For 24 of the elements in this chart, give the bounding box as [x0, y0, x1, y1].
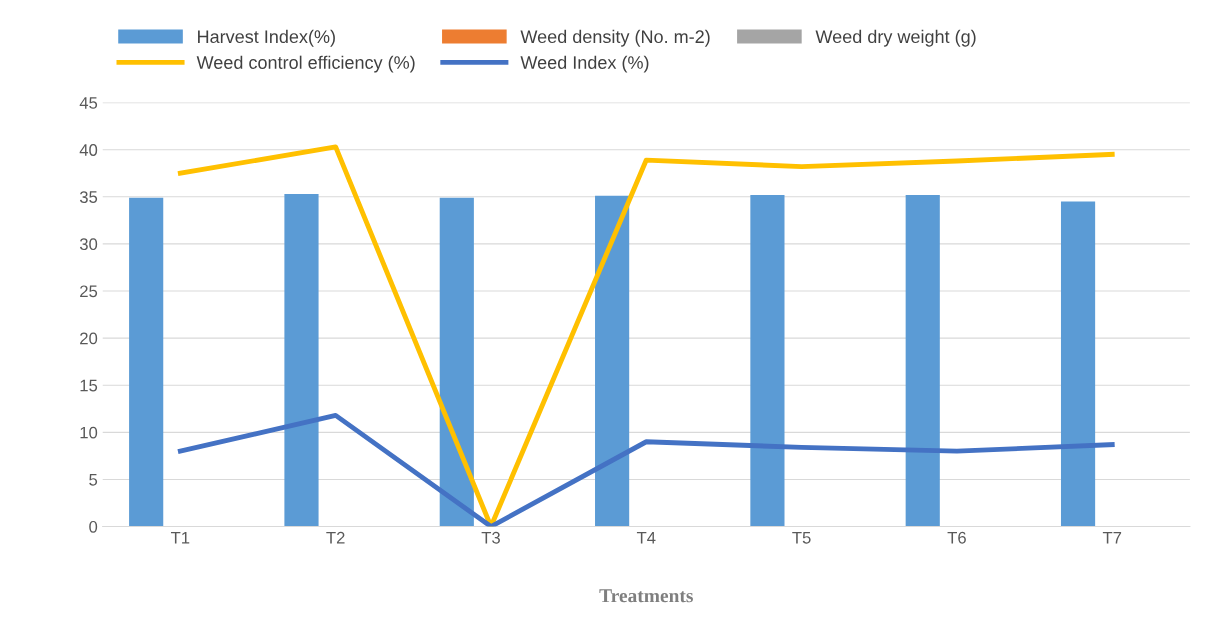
legend-label: Weed Index (%) [520, 55, 649, 73]
legend-label: Harvest Index(%) [198, 29, 335, 47]
y-tick-label: 0 [89, 520, 98, 533]
x-tick-label: T1 [170, 532, 190, 544]
legend-label: Weed control efficiency (%) [196, 55, 415, 73]
x-tick-label: T6 [947, 531, 966, 544]
y-tick-label: 35 [79, 191, 98, 203]
x-tick-label: T3 [481, 531, 500, 544]
x-tick-label: T2 [326, 531, 345, 544]
x-tick-label: T4 [636, 532, 656, 544]
y-tick-label: 10 [80, 426, 98, 439]
y-tick-label: 5 [89, 474, 98, 486]
y-tick-label: 25 [80, 285, 98, 298]
legend-label: Weed density (No. m-2) [520, 29, 710, 47]
y-tick-label: 40 [79, 144, 98, 156]
y-tick-label: 20 [80, 332, 98, 345]
y-tick-label: 15 [80, 379, 98, 392]
y-tick-label: 30 [79, 238, 98, 251]
x-tick-label: T7 [1102, 532, 1122, 544]
x-axis-title: Treatments [599, 589, 693, 603]
y-tick-label: 45 [79, 97, 98, 109]
legend-label: Weed dry weight (g) [815, 29, 976, 47]
x-tick-label: T5 [792, 532, 811, 544]
line-series [177, 412, 1115, 527]
